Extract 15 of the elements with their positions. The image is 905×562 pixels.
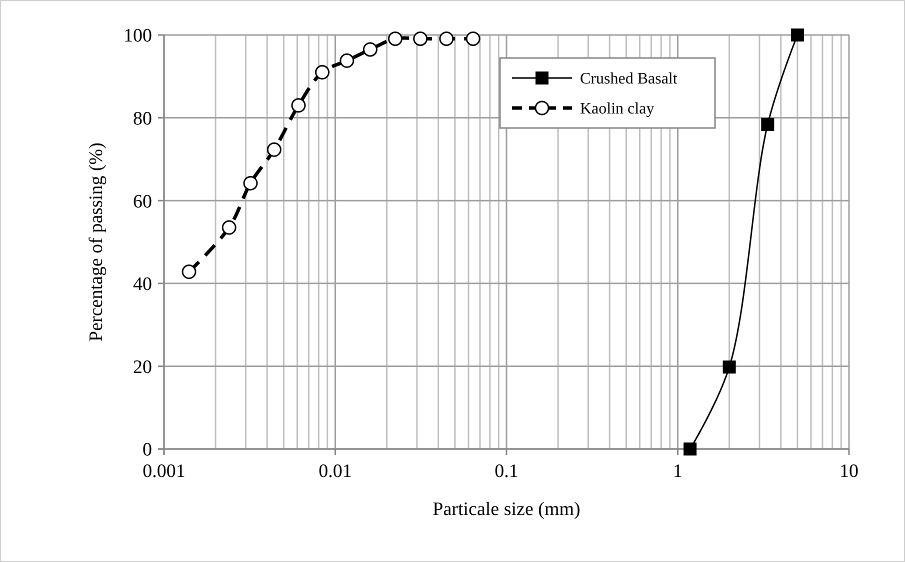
legend-label: Kaolin clay xyxy=(580,100,654,118)
x-tick-label: 10 xyxy=(840,461,858,482)
y-tick-label: 100 xyxy=(124,26,152,47)
x-tick-label: 0.1 xyxy=(494,461,518,482)
y-tick-label: 20 xyxy=(133,356,152,378)
y-tick-label: 80 xyxy=(133,108,152,130)
x-tick-label: 0.01 xyxy=(318,461,352,482)
x-axis-title: Particale size (mm) xyxy=(432,499,580,520)
legend-label: Crushed Basalt xyxy=(580,70,678,88)
y-tick-label: 60 xyxy=(133,191,152,212)
x-tick-label: 1 xyxy=(673,461,682,482)
y-axis-title: Percentage of passing (%) xyxy=(86,142,107,342)
x-tick-label: 0.001 xyxy=(142,461,186,482)
y-tick-label: 0 xyxy=(142,440,152,461)
y-tick-label: 40 xyxy=(133,274,152,296)
